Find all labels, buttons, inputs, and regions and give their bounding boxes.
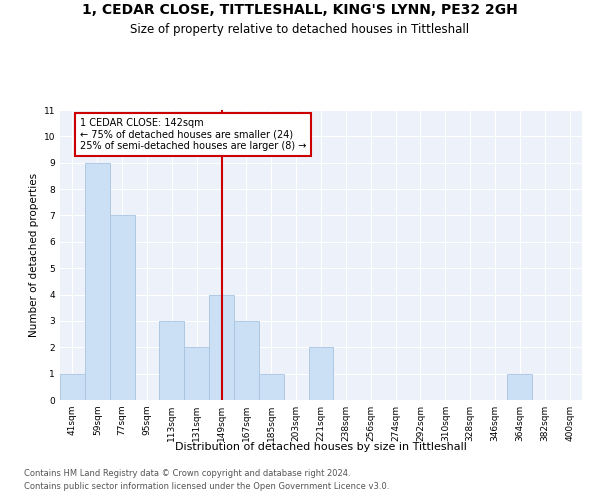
Text: 1, CEDAR CLOSE, TITTLESHALL, KING'S LYNN, PE32 2GH: 1, CEDAR CLOSE, TITTLESHALL, KING'S LYNN… [82,2,518,16]
Bar [184,348,209,400]
Text: Size of property relative to detached houses in Tittleshall: Size of property relative to detached ho… [130,22,470,36]
Bar [85,162,110,400]
Bar [308,348,334,400]
Bar [209,294,234,400]
Text: Distribution of detached houses by size in Tittleshall: Distribution of detached houses by size … [175,442,467,452]
Text: Contains public sector information licensed under the Open Government Licence v3: Contains public sector information licen… [24,482,389,491]
Y-axis label: Number of detached properties: Number of detached properties [29,173,40,337]
Bar [110,216,134,400]
Bar [508,374,532,400]
Text: Contains HM Land Registry data © Crown copyright and database right 2024.: Contains HM Land Registry data © Crown c… [24,468,350,477]
Bar [234,321,259,400]
Bar [60,374,85,400]
Bar [160,321,184,400]
Text: 1 CEDAR CLOSE: 142sqm
← 75% of detached houses are smaller (24)
25% of semi-deta: 1 CEDAR CLOSE: 142sqm ← 75% of detached … [80,118,306,151]
Bar [259,374,284,400]
